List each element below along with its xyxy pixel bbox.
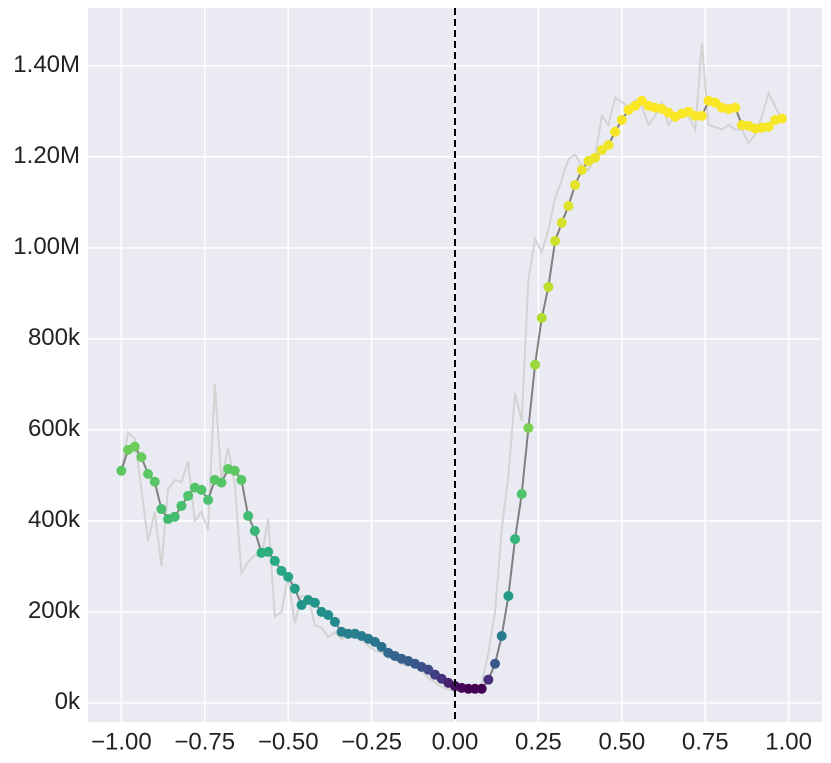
data-point — [603, 139, 614, 150]
data-point — [136, 452, 147, 463]
data-point — [483, 674, 494, 685]
data-point — [283, 571, 294, 582]
data-point — [590, 152, 601, 163]
x-tick-label: −0.25 — [341, 728, 402, 755]
data-point — [289, 583, 300, 594]
data-point — [610, 126, 621, 137]
data-point — [496, 630, 507, 641]
data-point — [243, 510, 254, 521]
data-point — [570, 180, 581, 191]
data-point — [516, 489, 527, 500]
data-point — [196, 484, 207, 495]
data-point — [143, 468, 154, 479]
data-point — [149, 476, 160, 487]
data-point — [536, 312, 547, 323]
data-point — [156, 504, 167, 515]
data-point — [503, 590, 514, 601]
data-point — [176, 500, 187, 511]
data-point — [309, 597, 320, 608]
x-tick-label: 0.00 — [432, 728, 479, 755]
data-point — [576, 165, 587, 176]
data-point — [263, 546, 274, 557]
data-point — [116, 465, 127, 476]
data-point — [203, 494, 214, 505]
data-point — [490, 658, 501, 669]
x-tick-label: 0.25 — [515, 728, 562, 755]
data-point — [616, 114, 627, 125]
y-tick-label: 400k — [28, 506, 81, 533]
data-point — [216, 477, 227, 488]
data-point — [249, 525, 260, 536]
data-point — [523, 423, 534, 434]
data-point — [236, 474, 247, 485]
y-tick-label: 0k — [55, 688, 81, 715]
data-point — [563, 200, 574, 211]
data-point — [556, 217, 567, 228]
y-tick-label: 1.00M — [13, 233, 80, 260]
x-tick-label: −0.75 — [174, 728, 235, 755]
data-point — [129, 441, 140, 452]
x-tick-label: 0.75 — [682, 728, 729, 755]
y-tick-label: 1.40M — [13, 51, 80, 78]
data-point — [510, 534, 521, 545]
x-tick-label: −1.00 — [91, 728, 152, 755]
y-tick-label: 1.20M — [13, 142, 80, 169]
data-point — [229, 465, 240, 476]
data-point — [323, 610, 334, 621]
data-point — [763, 121, 774, 132]
data-point — [276, 565, 287, 576]
data-point — [376, 641, 387, 652]
data-point — [730, 102, 741, 113]
y-tick-label: 200k — [28, 597, 81, 624]
y-tick-label: 800k — [28, 324, 81, 351]
x-tick-label: 1.00 — [765, 728, 812, 755]
data-point — [183, 490, 194, 501]
data-point — [550, 235, 561, 246]
data-point — [530, 359, 541, 370]
data-point — [543, 281, 554, 292]
data-point — [169, 511, 180, 522]
data-point — [269, 555, 280, 566]
y-tick-label: 600k — [28, 415, 81, 442]
x-tick-label: 0.50 — [598, 728, 645, 755]
data-point — [776, 113, 787, 124]
data-point — [476, 683, 487, 694]
data-point — [329, 616, 340, 627]
x-tick-label: −0.50 — [258, 728, 319, 755]
data-point — [696, 110, 707, 121]
